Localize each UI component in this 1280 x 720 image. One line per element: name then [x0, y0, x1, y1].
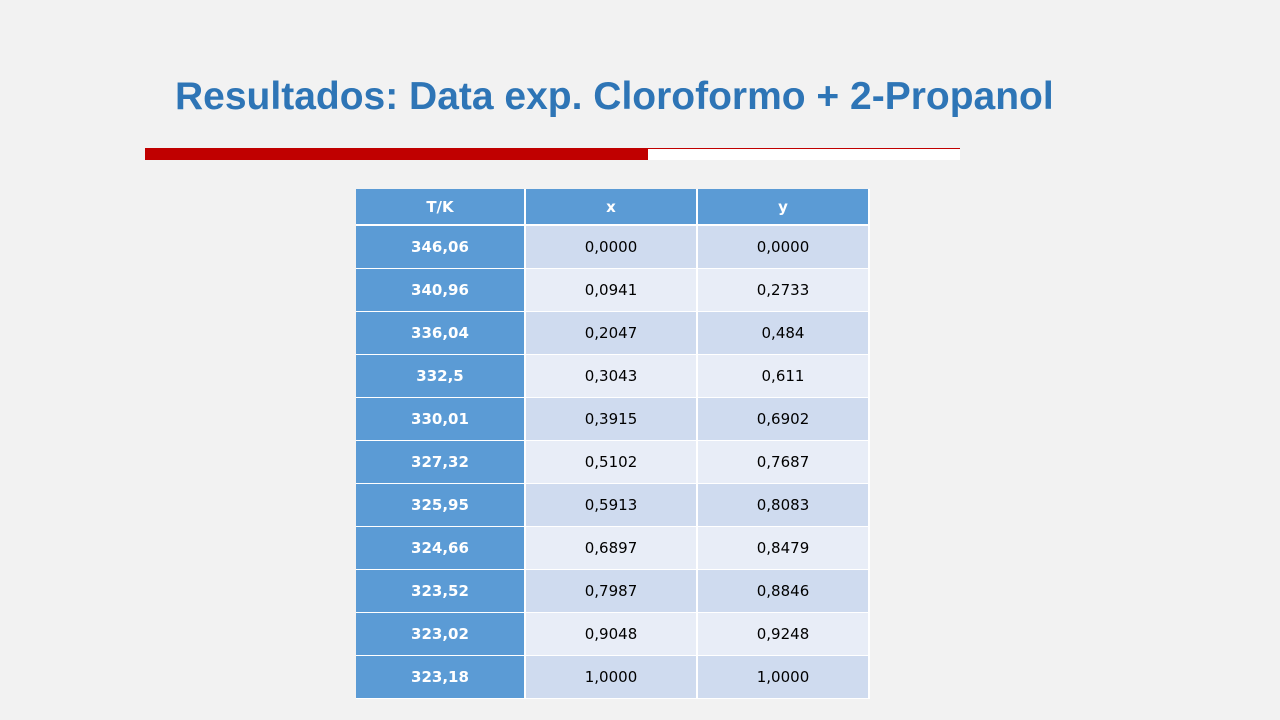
cell-temperature: 336,04: [356, 311, 526, 355]
cell-y: 0,7687: [697, 440, 870, 484]
cell-x: 0,0941: [525, 268, 698, 312]
slide-title: Resultados: Data exp. Cloroformo + 2-Pro…: [175, 75, 1054, 118]
cell-y: 0,484: [697, 311, 870, 355]
cell-temperature: 324,66: [356, 526, 526, 570]
cell-x: 0,5913: [525, 483, 698, 527]
cell-temperature: 323,52: [356, 569, 526, 613]
cell-temperature: 325,95: [356, 483, 526, 527]
cell-y: 0,2733: [697, 268, 870, 312]
cell-y: 1,0000: [697, 655, 870, 699]
cell-x: 0,9048: [525, 612, 698, 656]
cell-temperature: 327,32: [356, 440, 526, 484]
cell-y: 0,9248: [697, 612, 870, 656]
cell-x: 0,6897: [525, 526, 698, 570]
header-x: x: [525, 189, 698, 226]
title-underline: [145, 148, 960, 160]
cell-temperature: 323,02: [356, 612, 526, 656]
table-row: 332,5 0,3043 0,611: [356, 354, 870, 398]
table-row: 324,66 0,6897 0,8479: [356, 526, 870, 570]
vle-data-table: T/K x y 346,06 0,0000 0,0000 340,96 0,0941 0,…: [356, 189, 870, 699]
table-row: 323,52 0,7987 0,8846: [356, 569, 870, 613]
table-row: 327,32 0,5102 0,7687: [356, 440, 870, 484]
cell-x: 0,5102: [525, 440, 698, 484]
table-row: 346,06 0,0000 0,0000: [356, 225, 870, 269]
title-underline-thin-line: [648, 148, 960, 149]
table-row: 330,01 0,3915 0,6902: [356, 397, 870, 441]
header-y: y: [697, 189, 870, 226]
cell-y: 0,8083: [697, 483, 870, 527]
cell-y: 0,6902: [697, 397, 870, 441]
table-row: 325,95 0,5913 0,8083: [356, 483, 870, 527]
table-row: 323,18 1,0000 1,0000: [356, 655, 870, 699]
header-temperature: T/K: [356, 189, 526, 226]
title-underline-red-segment: [145, 148, 648, 160]
cell-x: 0,3043: [525, 354, 698, 398]
cell-y: 0,611: [697, 354, 870, 398]
cell-x: 0,0000: [525, 225, 698, 269]
cell-temperature: 323,18: [356, 655, 526, 699]
table-row: 323,02 0,9048 0,9248: [356, 612, 870, 656]
cell-x: 0,7987: [525, 569, 698, 613]
cell-x: 0,3915: [525, 397, 698, 441]
cell-temperature: 330,01: [356, 397, 526, 441]
cell-x: 0,2047: [525, 311, 698, 355]
cell-temperature: 340,96: [356, 268, 526, 312]
title-underline-white-segment: [648, 148, 960, 160]
cell-temperature: 332,5: [356, 354, 526, 398]
table-header-row: T/K x y: [356, 189, 870, 226]
cell-y: 0,8479: [697, 526, 870, 570]
cell-temperature: 346,06: [356, 225, 526, 269]
cell-y: 0,8846: [697, 569, 870, 613]
cell-x: 1,0000: [525, 655, 698, 699]
cell-y: 0,0000: [697, 225, 870, 269]
table-row: 336,04 0,2047 0,484: [356, 311, 870, 355]
table-body: 346,06 0,0000 0,0000 340,96 0,0941 0,2733 336,…: [356, 225, 870, 699]
table-row: 340,96 0,0941 0,2733: [356, 268, 870, 312]
